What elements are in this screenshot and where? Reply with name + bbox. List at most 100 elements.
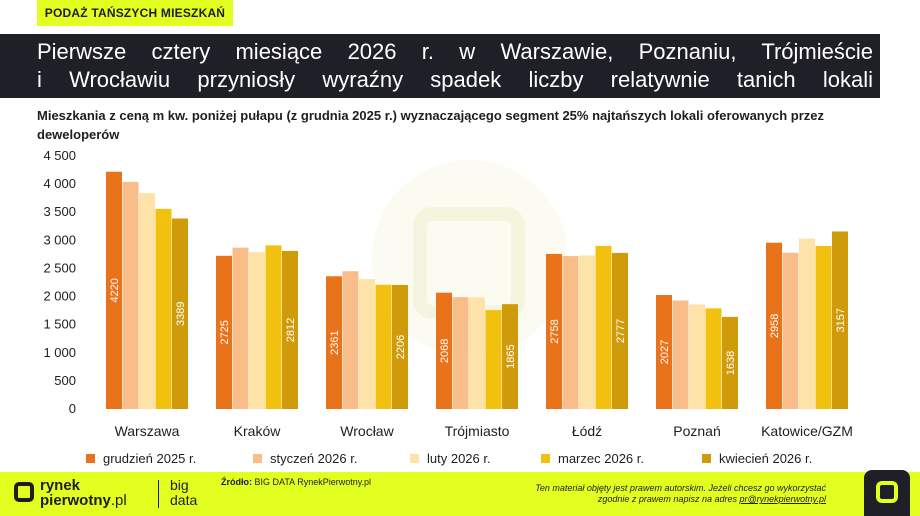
rynekpierwotny-logo: rynek pierwotny.pl (40, 478, 127, 508)
corner-logo (864, 470, 910, 516)
bar-data-label: 4220 (109, 278, 121, 302)
bar-data-label: 2812 (285, 318, 297, 342)
chart-subtitle: Mieszkania z ceną m kw. poniżej pułapu (… (37, 108, 824, 142)
y-tick-label: 0 (69, 401, 76, 416)
y-tick-label: 4 500 (43, 148, 76, 163)
copyright-line-1: Ten materiał objęty jest prawem autorski… (535, 483, 826, 493)
legend-label: marzec 2026 r. (558, 451, 644, 466)
bar (249, 252, 265, 409)
source-note: Źródło: BIG DATA RynekPierwotny.pl (221, 477, 371, 487)
bar-data-label: 2958 (769, 314, 781, 338)
y-tick-label: 2 500 (43, 260, 76, 275)
bar-chart: 0 500 1 000 1 500 2 000 2 500 3 000 3 500 4 000 4… (43, 148, 853, 439)
footer-divider (158, 480, 159, 508)
bar (155, 208, 172, 409)
y-tick-label: 3 500 (43, 204, 76, 219)
bar (172, 218, 188, 409)
bar (799, 238, 815, 409)
bar (656, 295, 672, 409)
bar (705, 308, 722, 409)
legend-swatch (410, 454, 419, 463)
bar (359, 279, 375, 409)
legend-label: luty 2026 r. (427, 451, 491, 466)
legend-label: grudzień 2025 r. (103, 451, 197, 466)
category-tag: PODAŻ TAŃSZYCH MIESZKAŃ (37, 0, 233, 26)
bar (122, 181, 139, 409)
category-label: Wrocław (340, 423, 394, 439)
copyright-note: Ten materiał objęty jest prawem autorski… (470, 483, 826, 505)
bar (832, 231, 848, 409)
bar (282, 250, 298, 409)
bar-data-label: 2027 (659, 340, 671, 364)
bar (436, 292, 452, 409)
bar (672, 300, 689, 409)
chart-title-line-2: i Wrocławiu przyniosły wyraźny spadek li… (37, 67, 873, 92)
bar (689, 304, 705, 409)
bar (722, 316, 738, 409)
bar (216, 255, 232, 409)
bar (595, 245, 612, 409)
y-tick-label: 500 (54, 373, 76, 388)
bar (452, 297, 469, 409)
category-label: Łódź (572, 423, 602, 439)
copyright-email-link[interactable]: pr@rynekpierwotny.pl (739, 494, 826, 504)
category-label: Warszawa (115, 423, 180, 439)
legend-swatch (86, 454, 95, 463)
bigdata-line-1: big (170, 477, 189, 493)
legend-item: luty 2026 r. (410, 451, 491, 466)
bar (139, 193, 155, 409)
bar-data-label: 1865 (505, 344, 517, 368)
legend-swatch (253, 454, 262, 463)
bar (562, 256, 579, 409)
bar (502, 304, 518, 409)
logo-line-1: rynek (40, 477, 81, 494)
legend-item: styczeń 2026 r. (253, 451, 357, 466)
y-tick-label: 4 000 (43, 176, 76, 191)
legend-item: marzec 2026 r. (541, 451, 644, 466)
bar (106, 171, 122, 409)
y-tick-label: 3 000 (43, 232, 76, 247)
bar (469, 297, 485, 409)
title-bar: Pierwsze cztery miesiące 2026 r. w Warsz… (0, 34, 880, 98)
category-label: Kraków (234, 423, 282, 439)
bar-data-label: 2206 (395, 335, 407, 359)
bar-data-label: 2361 (329, 330, 341, 354)
legend-swatch (541, 454, 550, 463)
bar (392, 284, 408, 409)
source-text: BIG DATA RynekPierwotny.pl (254, 477, 372, 487)
bigdata-line-2: data (170, 492, 198, 508)
bar (326, 276, 342, 409)
copyright-line-2: zgodnie z prawem napisz na adres (597, 494, 737, 504)
category-label: Katowice/GZM (761, 423, 853, 439)
logo-suffix: .pl (110, 492, 127, 509)
bar (782, 252, 799, 409)
bar (485, 310, 502, 409)
bar-data-label: 2725 (219, 320, 231, 344)
category-label: Poznań (673, 423, 720, 439)
bar (342, 271, 359, 409)
bar (546, 253, 562, 409)
legend-item: kwiecień 2026 r. (702, 451, 812, 466)
bar (232, 247, 249, 409)
bar-data-label: 1638 (725, 351, 737, 375)
bar (815, 245, 832, 409)
bar (612, 252, 628, 409)
category-label: Trójmiasto (445, 423, 510, 439)
bigdata-logo: big data (170, 478, 197, 508)
corner-logo-icon (876, 481, 898, 503)
bar-data-label: 2777 (615, 319, 627, 343)
bar (766, 242, 782, 409)
bar-data-label: 2068 (439, 339, 451, 363)
logo-line-2: pierwotny (40, 492, 111, 509)
bar-data-label: 3389 (175, 301, 187, 325)
bar-data-label: 3157 (835, 308, 847, 332)
bar (375, 284, 392, 409)
chart-title-line-1: Pierwsze cztery miesiące 2026 r. w Warsz… (37, 39, 873, 64)
source-label: Źródło: (221, 477, 252, 487)
bar (265, 245, 282, 409)
legend-label: kwiecień 2026 r. (719, 451, 813, 466)
y-tick-label: 1 000 (43, 345, 76, 360)
chart-legend: grudzień 2025 r. styczeń 2026 r. luty 2026… (0, 451, 920, 469)
legend-swatch (702, 454, 711, 463)
y-tick-label: 1 500 (43, 317, 76, 332)
